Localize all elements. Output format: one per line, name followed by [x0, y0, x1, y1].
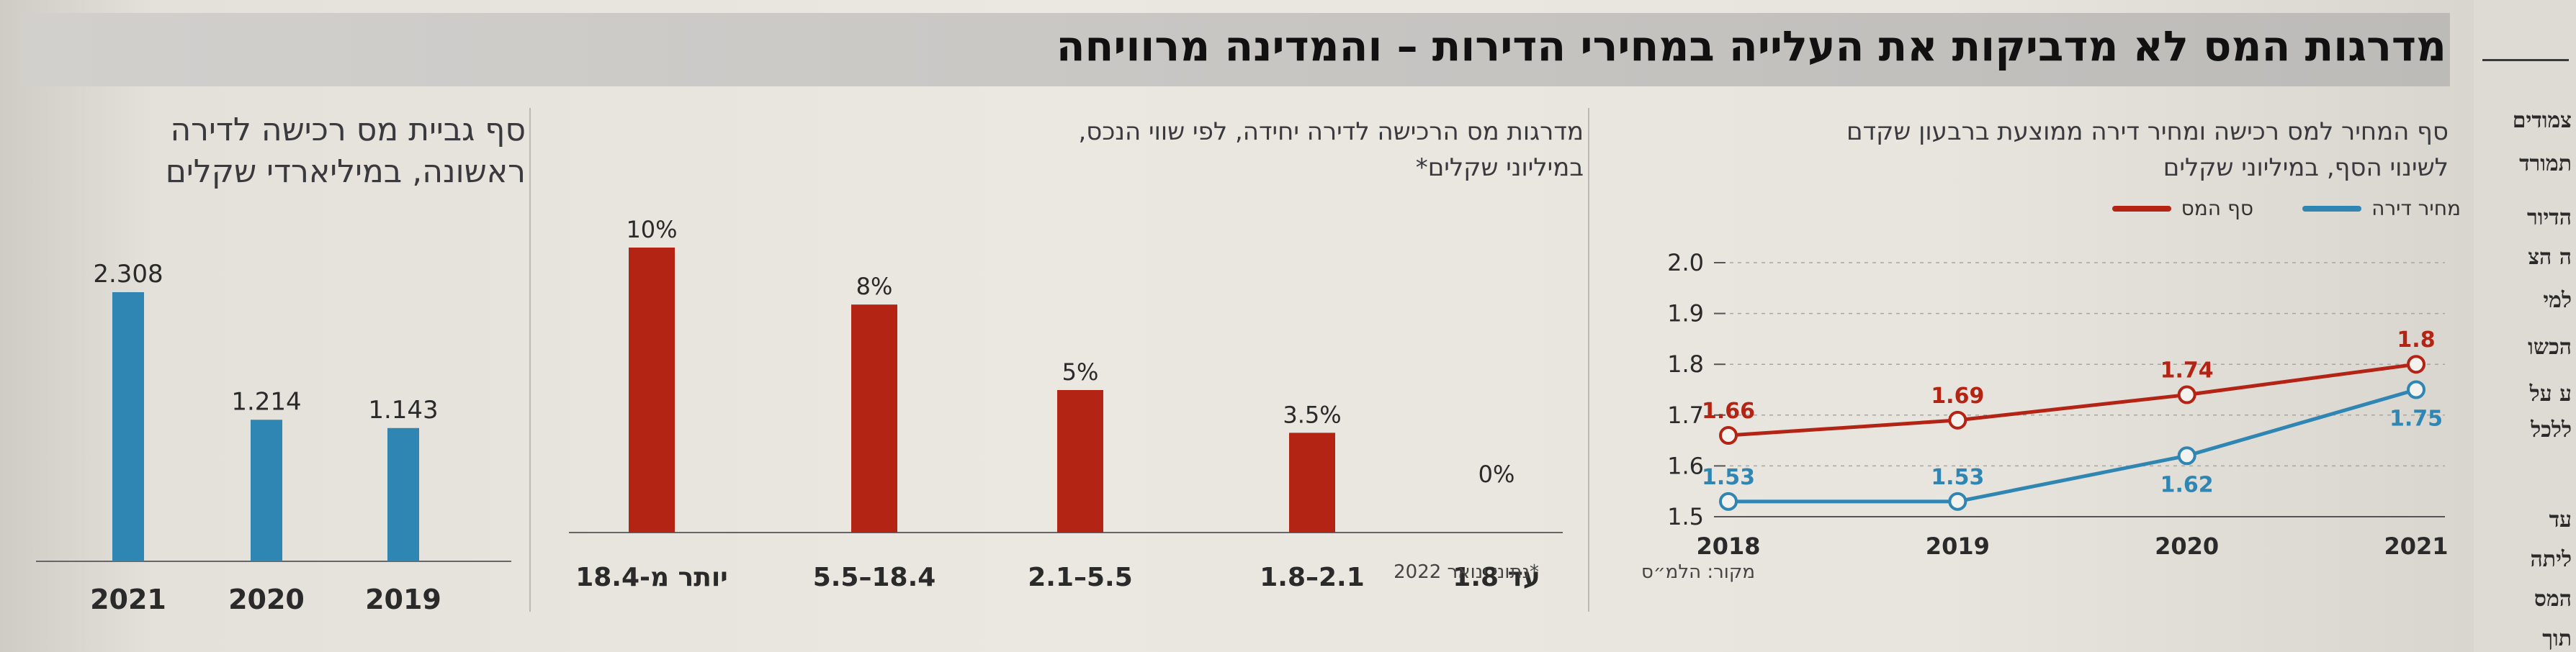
revenue-value-label: 1.143 [368, 396, 438, 425]
revenue-title-line-2: ראשונה, במיליארדי שקלים [165, 153, 526, 190]
rates-category-label: יותר מ-18.4 [575, 563, 728, 592]
rates-bar [1289, 433, 1335, 533]
revenue-bar [387, 427, 419, 561]
column-text-fragment: צמודים [2512, 108, 2572, 133]
legend-label-tax: סף המס [2181, 196, 2254, 220]
column-text-fragment: ע על [2529, 381, 2572, 407]
headline-bar [22, 13, 2450, 86]
source-note: מקור: הלמ״ס [1641, 561, 1755, 583]
rates-bar [851, 304, 897, 533]
revenue-category-label: 2019 [365, 584, 441, 615]
rates-value-label: 0% [1478, 461, 1515, 488]
column-text-fragment: ה הצ [2528, 245, 2572, 270]
x-tick-label: 2021 [2384, 533, 2448, 560]
rates-title-line-1: מדרגות מס הרכישה לדירה יחידה, לפי שווי ה… [1078, 117, 1584, 146]
apartment-price-data-label: 1.53 [1702, 465, 1755, 490]
revenue-category-label: 2021 [90, 584, 166, 615]
column-text-fragment: המס [2534, 587, 2572, 612]
x-tick-label: 2020 [2155, 533, 2219, 560]
column-text-fragment: תמורד [2519, 151, 2572, 176]
line-title-line-1: סף המחיר למס רכישה ומחיר דירה ממוצעת ברב… [1846, 117, 2449, 146]
x-tick-label: 2018 [1696, 533, 1760, 560]
rates-category-label: 5.5–2.1 [1028, 563, 1133, 592]
tax-threshold-point [1719, 426, 1738, 445]
apartment-price-point [2177, 446, 2196, 466]
y-tick-label: 1.5 [1667, 503, 1704, 530]
rates-value-label: 5% [1062, 358, 1099, 386]
tax-threshold-data-label: 1.74 [2160, 358, 2214, 384]
column-text-fragment: הדיור [2527, 205, 2572, 230]
line-legend: מחיר דירה סף המס [2111, 196, 2461, 220]
headline: מדרגות המס לא מדביקות את העלייה במחירי ה… [1056, 22, 2446, 71]
column-text-fragment: ליתה [2530, 547, 2572, 572]
rates-bar-chart: 0% עד 1.8 3.5% 2.1–1.8 5% 5.5–2.1 8% 18.4–5.5 10… [569, 216, 1563, 592]
apartment-price-data-label: 1.75 [2389, 407, 2443, 432]
rates-bar [1057, 390, 1103, 533]
column-rule [2482, 59, 2569, 61]
apartment-price-data-label: 1.53 [1931, 465, 1984, 490]
tax-threshold-point [2407, 355, 2425, 374]
rates-category-label: עד 1.8 [1453, 563, 1540, 592]
rates-value-label: 3.5% [1283, 401, 1341, 428]
column-text-fragment: למי [2543, 288, 2572, 313]
apartment-price-line [1728, 388, 2417, 504]
line-panel-title: סף המחיר למס רכישה ומחיר דירה ממוצעת ברב… [1846, 114, 2449, 186]
adjacent-column: צמודים תמורד הדיור ה הצ למי הכשו ע על ללכל עד לית… [2474, 0, 2576, 652]
revenue-value-label: 1.214 [231, 387, 301, 416]
y-tick-label: 1.9 [1667, 300, 1704, 327]
y-tick-label: 2.0 [1667, 249, 1704, 276]
tax-threshold-point [1948, 410, 1967, 430]
revenue-panel-title: סף גביית מס רכישה לדירה ראשונה, במיליארד… [166, 109, 526, 193]
revenue-bar [112, 292, 144, 561]
rates-category-label: 2.1–1.8 [1260, 563, 1365, 592]
y-tick-label: 1.7 [1667, 402, 1704, 429]
line-title-line-2: לשינוי הסף, במיליוני שקלים [2163, 153, 2449, 182]
column-text-fragment: תוך [2542, 626, 2572, 651]
apartment-price-data-label: 1.62 [2160, 472, 2214, 497]
rates-bar [629, 248, 675, 533]
tax-threshold-data-label: 1.66 [1702, 399, 1755, 424]
legend-swatch-tax [2111, 205, 2171, 212]
tax-threshold-data-label: 1.8 [2397, 327, 2435, 353]
tax-threshold-data-label: 1.69 [1931, 384, 1984, 409]
x-tick-label: 2019 [1926, 533, 1990, 560]
column-text-fragment: הכשו [2528, 335, 2572, 360]
rates-category-label: 18.4–5.5 [813, 563, 936, 592]
footnote: *נתוני ינואר 2022 [1394, 561, 1539, 583]
line-chart: 2.0 1.9 1.8 1.7 1.6 1.5 2018 2019 2020 2021 1.66 1.… [1667, 249, 2448, 560]
apartment-price-point [1948, 492, 1967, 511]
panel-divider-left [529, 108, 531, 612]
revenue-bar [251, 420, 282, 561]
revenue-value-label: 2.308 [93, 260, 163, 289]
legend-label-price: מחיר דירה [2371, 196, 2461, 220]
panel-divider-right [1588, 108, 1589, 612]
column-text-fragment: עד [2549, 507, 2572, 533]
apartment-price-point [2407, 380, 2425, 399]
y-tick-label: 1.8 [1667, 350, 1704, 378]
apartment-price-point [1719, 492, 1738, 511]
rates-panel-title: מדרגות מס הרכישה לדירה יחידה, לפי שווי ה… [1078, 114, 1584, 186]
tax-threshold-point [2177, 385, 2196, 404]
column-text-fragment: ללכל [2531, 417, 2572, 443]
rates-title-line-2: במיליוני שקלים* [1415, 153, 1584, 182]
revenue-bar-chart: 1.143 2019 1.214 2020 2.308 2021 [36, 260, 511, 615]
revenue-title-line-1: סף גביית מס רכישה לדירה [170, 112, 526, 148]
revenue-category-label: 2020 [228, 584, 305, 615]
rates-value-label: 10% [626, 216, 677, 243]
y-tick-label: 1.6 [1667, 452, 1704, 479]
tax-threshold-line [1728, 362, 2417, 438]
rates-value-label: 8% [856, 273, 893, 300]
legend-swatch-price [2302, 205, 2362, 212]
